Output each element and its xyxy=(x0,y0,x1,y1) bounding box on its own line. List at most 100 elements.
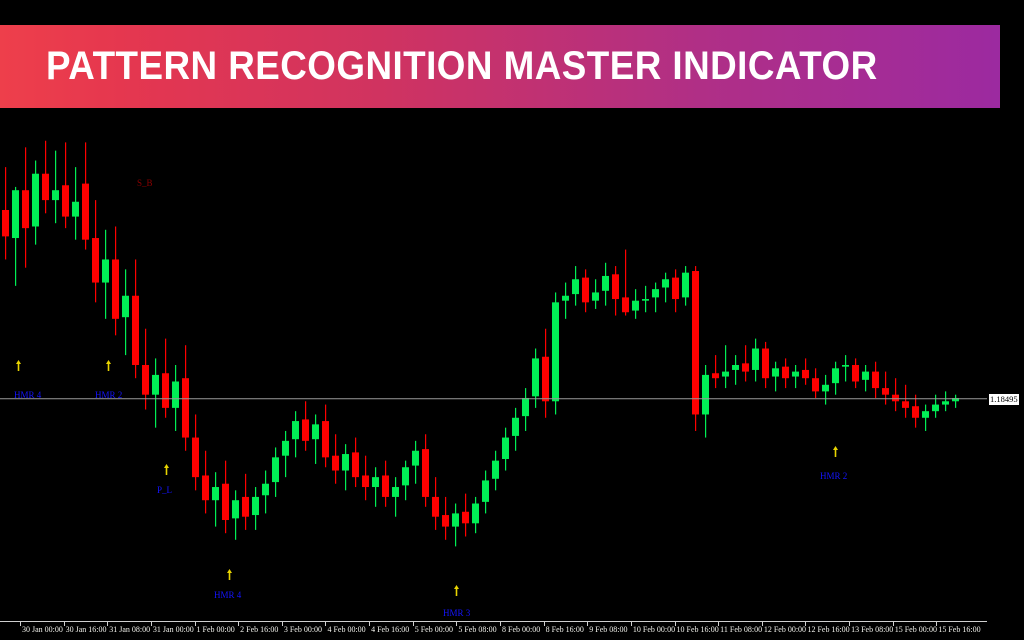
time-tick xyxy=(412,621,414,626)
candle-body xyxy=(112,259,119,319)
time-tick-label: 10 Feb 16:00 xyxy=(676,625,719,634)
candle-body xyxy=(872,371,879,389)
pattern-label: HMR 3 xyxy=(443,608,471,618)
time-tick xyxy=(630,621,632,626)
candle-body xyxy=(632,300,639,311)
time-tick xyxy=(238,621,240,626)
time-tick xyxy=(761,621,763,626)
candle-body xyxy=(392,487,399,497)
candle-body xyxy=(462,511,469,524)
time-tick xyxy=(849,621,851,626)
banner-title: PATTERN RECOGNITION MASTER INDICATOR xyxy=(46,44,878,88)
pattern-arrow-icon xyxy=(105,358,112,376)
candle-body xyxy=(862,371,869,380)
candle-body xyxy=(902,401,909,408)
candle-body xyxy=(782,366,789,379)
candle-body xyxy=(952,397,959,402)
candle-body xyxy=(842,365,849,367)
candle-body xyxy=(742,363,749,372)
candle-body xyxy=(832,368,839,384)
pattern-label: S_B xyxy=(137,178,153,188)
candle-body xyxy=(42,173,49,201)
candle-body xyxy=(772,368,779,377)
candle-body xyxy=(712,373,719,379)
pattern-arrow-icon xyxy=(163,462,170,480)
pattern-arrow-icon xyxy=(226,567,233,585)
candle-body xyxy=(582,277,589,303)
candle-body xyxy=(845,355,847,382)
candle-body xyxy=(292,421,299,440)
candle-body xyxy=(482,480,489,502)
time-tick-label: 5 Feb 00:00 xyxy=(414,625,453,634)
candle-body xyxy=(22,190,29,229)
candle-body xyxy=(625,249,627,316)
candle-body xyxy=(412,450,419,466)
candle-body xyxy=(672,277,679,300)
candle-body xyxy=(272,457,279,483)
candle-body xyxy=(562,295,569,301)
candle-body xyxy=(12,190,19,239)
candle-body xyxy=(372,477,379,488)
candle-body xyxy=(232,500,239,519)
candle-body xyxy=(792,371,799,377)
time-tick-label: 10 Feb 00:00 xyxy=(632,625,676,634)
time-tick xyxy=(500,621,501,626)
candle-body xyxy=(882,388,889,395)
time-tick-label: 8 Feb 16:00 xyxy=(545,625,584,634)
candle-body xyxy=(652,289,659,298)
candle-body xyxy=(122,295,129,318)
candle-body xyxy=(802,369,809,379)
candle-body xyxy=(622,297,629,313)
candle-body xyxy=(905,384,907,418)
candle-body xyxy=(565,282,567,319)
time-tick-label: 30 Jan 00:00 xyxy=(22,625,63,634)
candle-body xyxy=(702,374,709,415)
candle-body xyxy=(352,452,359,478)
candle-body xyxy=(222,483,229,521)
time-tick-label: 9 Feb 08:00 xyxy=(589,625,628,634)
pattern-label: HMR 4 xyxy=(14,390,42,400)
candle-body xyxy=(322,421,329,458)
time-axis-line xyxy=(0,621,987,622)
time-tick-label: 15 Feb 00:00 xyxy=(894,625,937,634)
candle-body xyxy=(892,394,899,402)
candle-body xyxy=(65,142,67,229)
candle-body xyxy=(522,397,529,417)
candle-body xyxy=(362,475,369,488)
candle-body xyxy=(262,483,269,496)
time-tick xyxy=(718,621,720,626)
candle-body xyxy=(92,238,99,283)
candle-body xyxy=(492,460,499,479)
pattern-label: P_L xyxy=(157,485,173,495)
candle-body xyxy=(332,455,339,471)
candle-body xyxy=(725,345,727,389)
time-tick xyxy=(892,621,894,626)
candle-body xyxy=(852,365,859,382)
candle-body xyxy=(442,515,449,527)
candle-body xyxy=(452,513,459,527)
candle-body xyxy=(642,299,649,301)
candle-body xyxy=(932,404,939,412)
candle-body xyxy=(922,411,929,418)
pattern-label: HMR 2 xyxy=(820,471,848,481)
candle-body xyxy=(592,292,599,301)
candle-body xyxy=(32,173,39,227)
candle-body xyxy=(315,414,317,464)
candle-body xyxy=(732,365,739,370)
time-tick xyxy=(543,621,545,626)
time-tick xyxy=(587,621,589,626)
candle-body xyxy=(682,272,689,298)
candle-body xyxy=(192,437,199,478)
candle-body xyxy=(812,378,819,392)
time-tick xyxy=(674,621,676,626)
candle-body xyxy=(52,190,59,201)
time-axis[interactable]: 30 Jan 00:00 30 Jan 16:00 31 Jan 08:00 31 J… xyxy=(0,621,1024,640)
time-tick-label: 4 Feb 16:00 xyxy=(371,625,410,634)
time-tick xyxy=(194,621,196,626)
candle-body xyxy=(2,210,9,237)
time-tick-label: 5 Feb 08:00 xyxy=(458,625,497,634)
candle-body xyxy=(572,279,579,295)
time-tick-label: 31 Jan 00:00 xyxy=(152,625,194,634)
candle-body xyxy=(402,467,409,486)
